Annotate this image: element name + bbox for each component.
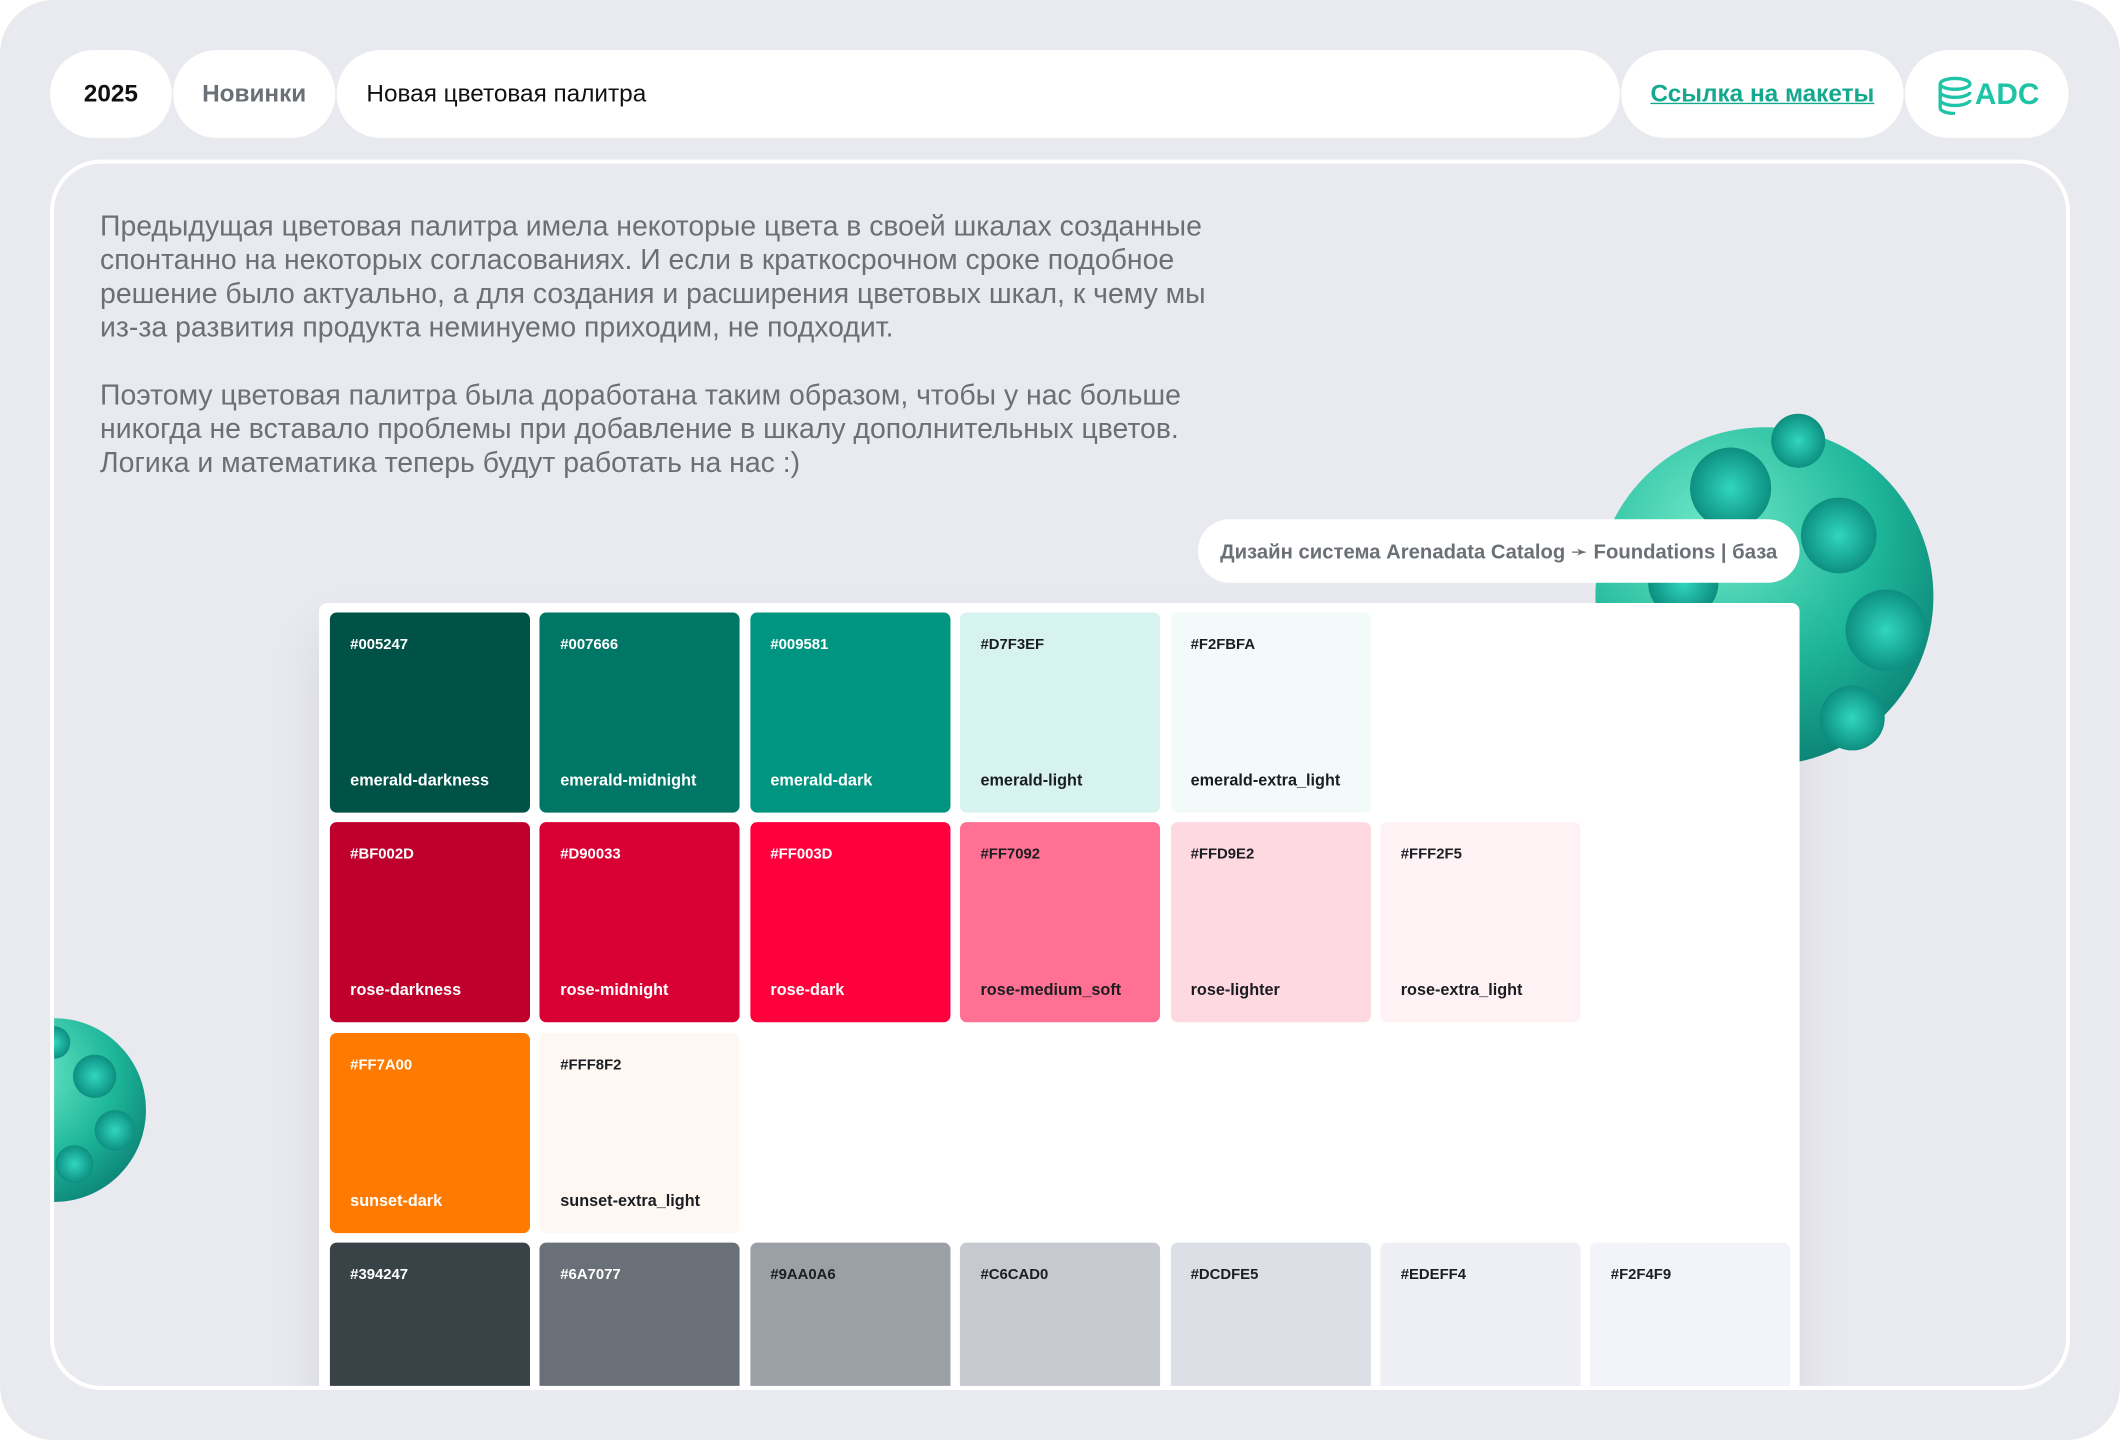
- swatch-hex: #9AA0A6: [770, 1267, 836, 1284]
- swatch-hex: #FF003D: [770, 846, 833, 864]
- swatch-hex: #FFF2F5: [1400, 846, 1462, 864]
- content-card: Предыдущая цветовая палитра имела некото…: [50, 159, 2070, 1390]
- swatch-hex: #BF002D: [350, 846, 414, 864]
- swatch-hex: #005247: [350, 636, 409, 654]
- paragraph-line: решение было актуально, а для создания и…: [100, 278, 1206, 310]
- paragraph: Предыдущая цветовая палитра имела некото…: [100, 210, 1206, 345]
- swatch-name: emerald-darkness: [350, 770, 490, 790]
- swatch-name: sunset-dark: [350, 1190, 443, 1210]
- swatch-name: emerald-dark: [770, 770, 873, 790]
- logo-icon: [1938, 76, 1972, 115]
- swatch: #D90033 rose-midnight: [539, 822, 741, 1023]
- paragraph-line: Поэтому цветовая палитра была доработана…: [100, 379, 1181, 412]
- swatch-hex: #6A7077: [560, 1267, 621, 1284]
- swatch-hex: #D7F3EF: [980, 636, 1045, 654]
- logo: ADC: [1974, 76, 2040, 111]
- swatch: #F2F4F9: [1590, 1242, 1791, 1386]
- swatch: #BF002D rose-darkness: [329, 822, 530, 1023]
- swatch-name: rose-dark: [770, 980, 845, 1000]
- title: Новая цветовая палитра: [366, 79, 647, 107]
- swatch: #FF7A00 sunset-dark: [329, 1032, 530, 1233]
- section-pill[interactable]: Новинки: [173, 50, 336, 138]
- swatch: #D7F3EF emerald-light: [960, 612, 1161, 813]
- section: Новинки: [202, 79, 307, 107]
- paragraph-line: Логика и математика теперь будут работат…: [100, 447, 801, 479]
- swatch: #C6CAD0: [960, 1242, 1161, 1386]
- logo-pill[interactable]: ADC: [1905, 50, 2069, 138]
- swatch-name: emerald-light: [980, 770, 1083, 790]
- link[interactable]: Ссылка на макеты: [1650, 79, 1875, 107]
- title-pill: Новая цветовая палитра: [336, 50, 1620, 138]
- swatch: #FFF2F5 rose-extra_light: [1380, 822, 1581, 1023]
- sphere-left: [54, 1018, 146, 1202]
- swatch-hex: #FF7092: [980, 846, 1041, 864]
- swatch: #F2FBFA emerald-extra_light: [1170, 612, 1371, 813]
- swatch: #FFD9E2 rose-lighter: [1170, 822, 1371, 1023]
- swatch: #FFF8F2 sunset-extra_light: [539, 1032, 741, 1233]
- swatch-hex: #DCDFE5: [1190, 1267, 1259, 1284]
- swatch: #007666 emerald-midnight: [539, 612, 741, 813]
- paragraph-line: из-за развития продукта неминуемо приход…: [100, 312, 894, 344]
- swatch: #FF7092 rose-medium_soft: [960, 822, 1161, 1023]
- swatch-hex: #FFF8F2: [560, 1057, 622, 1074]
- swatch: #009581 emerald-dark: [750, 612, 951, 813]
- paragraph-line: никогда не вставало проблемы при добавле…: [100, 413, 1179, 445]
- link-pill[interactable]: Ссылка на макеты: [1621, 50, 1904, 138]
- swatch-hex: #EDEFF4: [1400, 1267, 1467, 1284]
- paragraph-line: Предыдущая цветовая палитра имела некото…: [100, 210, 1202, 243]
- swatch-hex: #FFD9E2: [1190, 846, 1255, 864]
- year-pill[interactable]: 2025: [50, 50, 172, 138]
- swatch-name: rose-extra_light: [1400, 980, 1523, 1000]
- swatch: #EDEFF4: [1380, 1242, 1581, 1386]
- swatch-name: sunset-extra_light: [560, 1190, 701, 1210]
- palette: #005247 emerald-darkness #007666 emerald-mi…: [319, 603, 1800, 1386]
- breadcrumb: Дизайн система Arenadata Catalog ➛ Found…: [1197, 519, 1800, 583]
- swatch-name: rose-darkness: [350, 980, 462, 1000]
- swatch: #6A7077: [539, 1242, 741, 1386]
- paragraph-line: спонтанно на некоторых согласованиях. И …: [100, 244, 1175, 276]
- year: 2025: [83, 79, 138, 107]
- swatch-name: rose-medium_soft: [980, 980, 1122, 1000]
- breadcrumb-text: Дизайн система Arenadata Catalog ➛ Found…: [1220, 540, 1778, 564]
- swatch-hex: #D90033: [560, 846, 621, 864]
- swatch-name: rose-lighter: [1190, 980, 1280, 1000]
- swatch-hex: #007666: [560, 636, 619, 654]
- swatch-name: rose-midnight: [560, 980, 669, 1000]
- swatch: #394247: [329, 1242, 530, 1386]
- swatch-hex: #009581: [770, 636, 829, 654]
- swatch-hex: #F2FBFA: [1190, 636, 1256, 654]
- swatch-hex: #FF7A00: [350, 1057, 413, 1074]
- swatch-name: emerald-midnight: [560, 770, 697, 790]
- swatch-hex: #C6CAD0: [980, 1267, 1049, 1284]
- swatch: #FF003D rose-dark: [750, 822, 951, 1023]
- swatch-hex: #394247: [350, 1267, 409, 1284]
- swatch-hex: #F2F4F9: [1610, 1267, 1672, 1284]
- intro: Предыдущая цветовая палитра имела некото…: [100, 210, 1206, 514]
- swatch: #9AA0A6: [750, 1242, 951, 1386]
- swatch: #DCDFE5: [1170, 1242, 1371, 1386]
- swatch: #005247 emerald-darkness: [329, 612, 530, 813]
- swatch-name: emerald-extra_light: [1190, 770, 1341, 790]
- paragraph: Поэтому цветовая палитра была доработана…: [100, 379, 1206, 480]
